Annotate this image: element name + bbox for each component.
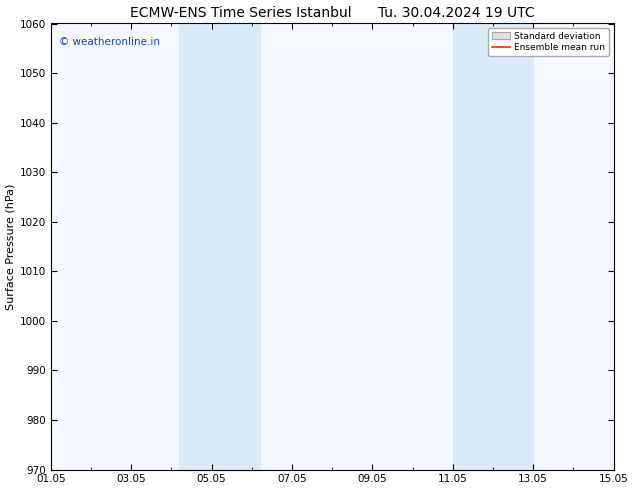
Y-axis label: Surface Pressure (hPa): Surface Pressure (hPa): [6, 183, 16, 310]
Title: ECMW-ENS Time Series Istanbul      Tu. 30.04.2024 19 UTC: ECMW-ENS Time Series Istanbul Tu. 30.04.…: [130, 5, 534, 20]
Legend: Standard deviation, Ensemble mean run: Standard deviation, Ensemble mean run: [488, 28, 609, 56]
Bar: [179, 24, 260, 469]
Text: © weatheronline.in: © weatheronline.in: [59, 37, 160, 47]
Bar: [453, 24, 533, 469]
